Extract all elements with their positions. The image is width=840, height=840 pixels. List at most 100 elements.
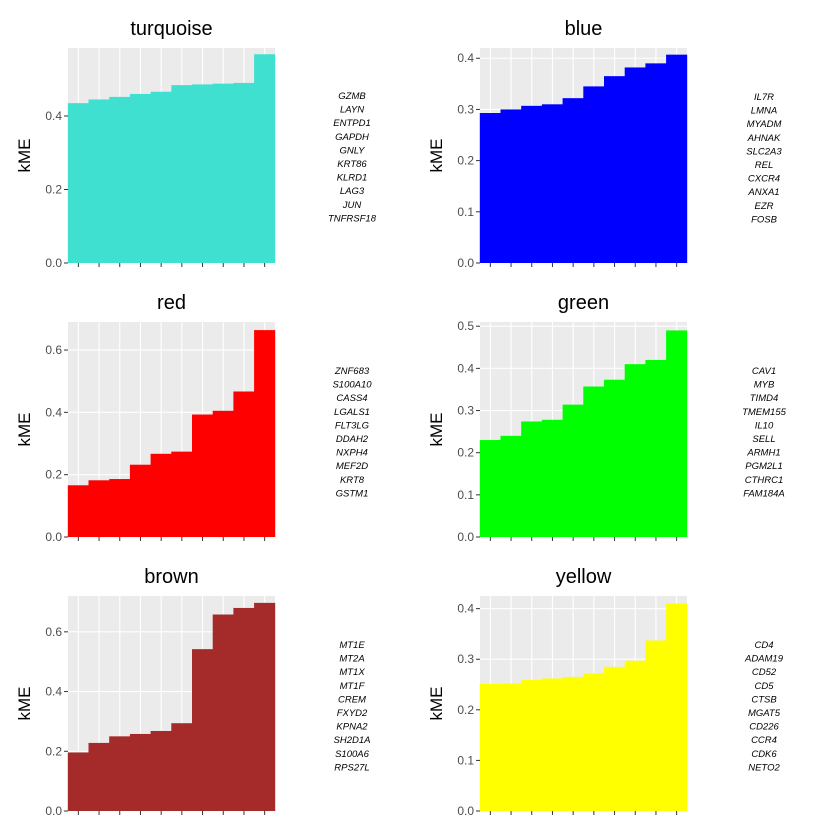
y-tick-label: 0.4 [457, 602, 474, 616]
bar-FAM184A [666, 330, 688, 537]
gene-label: IL10 [755, 420, 774, 431]
gene-label: CD226 [749, 722, 779, 733]
y-tick-label: 0.5 [457, 319, 474, 333]
bar-LAYN [88, 99, 110, 263]
gene-list: GZMB LAYN ENTPD1 GAPDH GNLY KRT86 KLRD1 LAG3 JUN… [328, 91, 377, 224]
gene-label: LAG3 [340, 186, 365, 197]
bar-S100A10 [88, 480, 110, 537]
bar-CCR4 [624, 660, 646, 811]
panel-title: brown [144, 566, 198, 588]
panel-green: 0.0 0.1 0.2 0.3 0.4 0.5 green kME CAV1 MYB TIMD4 TM… [427, 292, 787, 544]
gene-label: LMNA [751, 106, 777, 117]
gene-label: EZR [755, 201, 774, 212]
gene-label: CDK6 [751, 749, 777, 760]
gene-label: S100A10 [332, 380, 372, 391]
panel-title: yellow [556, 566, 612, 588]
bar-LAG3 [212, 83, 234, 264]
gene-label: FLT3LG [335, 420, 369, 431]
bar-MYB [500, 435, 522, 537]
y-tick-label: 0.0 [457, 530, 474, 544]
gene-label: JUN [342, 200, 362, 211]
y-tick-label: 0.1 [457, 488, 474, 502]
bar-RPS27L [254, 602, 276, 811]
bar-TIMD4 [521, 421, 543, 537]
bar-CTSB [562, 676, 584, 811]
y-tick-label: 0.6 [45, 625, 62, 639]
y-tick-label: 0.4 [45, 685, 62, 699]
panel-title: turquoise [130, 18, 212, 40]
bar-KPNA2 [192, 649, 214, 811]
gene-label: SH2D1A [334, 735, 371, 746]
bar-IL7R [479, 113, 501, 263]
bar-CD5 [541, 678, 563, 811]
bar-JUN [233, 82, 255, 264]
y-axis-label: kME [15, 687, 34, 721]
gene-label: CD52 [752, 667, 777, 678]
bar-SELL [583, 386, 605, 537]
gene-label: GNLY [340, 145, 366, 156]
bar-IL10 [562, 404, 584, 537]
gene-label: RPS27L [334, 762, 369, 773]
gene-label: NETO2 [748, 762, 780, 773]
y-tick-label: 0.2 [457, 703, 474, 717]
gene-label: ENTPD1 [333, 118, 370, 129]
gene-label: ANXA1 [747, 187, 779, 198]
gene-label: CD4 [754, 640, 773, 651]
gene-label: FOSB [751, 214, 778, 225]
bar-AHNAK [541, 104, 563, 263]
y-tick-label: 0.0 [457, 256, 474, 270]
gene-label: LGALS1 [334, 407, 370, 418]
bar-LGALS1 [129, 464, 151, 537]
bar-GNLY [150, 91, 172, 263]
y-axis-label: kME [427, 687, 446, 721]
gene-label: S100A6 [335, 749, 370, 760]
gene-label: KLRD1 [337, 173, 368, 184]
bar-MT2A [88, 742, 110, 811]
bar-MT1E [67, 752, 89, 811]
gene-label: FXYD2 [337, 708, 368, 719]
gene-label: MT1E [339, 640, 365, 651]
bar-TMEM155 [541, 419, 563, 537]
y-axis-label: kME [15, 413, 34, 447]
bar-GSTM1 [254, 330, 276, 537]
gene-label: KRT8 [340, 475, 365, 486]
bar-FXYD2 [171, 723, 193, 811]
bar-PGM2L1 [624, 364, 646, 537]
gene-label: GAPDH [335, 132, 369, 143]
gene-label: GSTM1 [336, 488, 369, 499]
bar-MEF2D [212, 410, 234, 537]
y-axis-label: kME [427, 139, 446, 173]
y-tick-label: 0.0 [45, 530, 62, 544]
bar-CTHRC1 [645, 359, 667, 537]
gene-label: AHNAK [747, 133, 781, 144]
gene-label: CD5 [754, 681, 774, 692]
bar-CREM [150, 730, 172, 811]
panel-yellow: 0.0 0.1 0.2 0.3 0.4 yellow kME CD4 ADAM19 CD52 CD5… [427, 566, 784, 818]
gene-list: CD4 ADAM19 CD52 CD5 CTSB MGAT5 CD226 CCR4 CDK6 NE… [744, 640, 784, 773]
bar-NXPH4 [192, 414, 214, 537]
gene-label: CTSB [751, 694, 777, 705]
panel-title: green [558, 292, 609, 314]
bar-SLC2A3 [562, 98, 584, 264]
y-tick-label: 0.2 [45, 744, 62, 758]
bar-ARMH1 [604, 379, 626, 537]
gene-label: SELL [752, 434, 775, 445]
y-tick-label: 0.4 [45, 405, 62, 419]
y-tick-label: 0.3 [457, 404, 474, 418]
gene-label: MYADM [747, 119, 782, 130]
gene-list: MT1E MT2A MT1X MT1F CREM FXYD2 KPNA2 SH2D1A S100… [334, 640, 371, 773]
gene-label: CAV1 [752, 366, 776, 377]
bar-CD4 [479, 684, 501, 811]
bar-SH2D1A [212, 614, 234, 811]
gene-label: CREM [338, 694, 366, 705]
y-tick-label: 0.6 [45, 343, 62, 357]
gene-label: FAM184A [743, 488, 785, 499]
y-tick-label: 0.2 [457, 446, 474, 460]
gene-label: ZNF683 [334, 366, 370, 377]
gene-label: MGAT5 [748, 708, 781, 719]
y-tick-label: 0.4 [45, 109, 62, 123]
gene-label: MYB [754, 380, 775, 391]
bar-KRT8 [233, 391, 255, 537]
gene-label: CTHRC1 [745, 475, 784, 486]
